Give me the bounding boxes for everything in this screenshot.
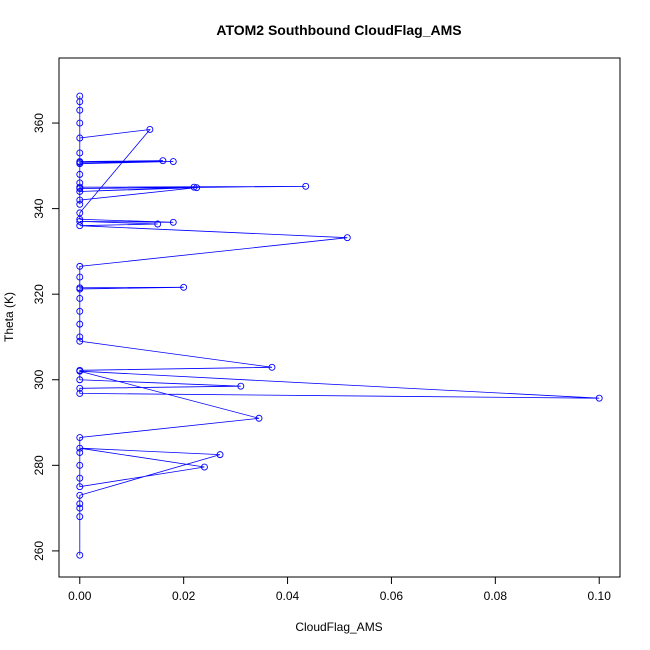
data-point (76, 170, 84, 178)
data-point (76, 160, 84, 168)
data-point (76, 504, 84, 512)
data-point (76, 119, 84, 127)
plot-box (58, 57, 621, 578)
data-point (302, 182, 310, 190)
data-point (76, 200, 84, 208)
data-point (76, 307, 84, 315)
data-point (76, 284, 84, 292)
x-tick-label: 0.04 (276, 589, 300, 603)
x-tick-label: 0.02 (172, 589, 196, 603)
data-point (76, 134, 84, 142)
data-point (76, 92, 84, 100)
data-point (76, 273, 84, 281)
data-point (76, 551, 84, 559)
y-tick-label: 260 (32, 541, 46, 561)
data-point (216, 451, 224, 459)
data-point (76, 337, 84, 345)
data-point (76, 474, 84, 482)
data-point (76, 188, 84, 195)
data-point (76, 461, 84, 469)
x-tick-label: 0.10 (588, 589, 612, 603)
data-point (76, 389, 84, 397)
data-point (76, 384, 84, 392)
data-point (76, 196, 84, 204)
data-point (169, 158, 177, 165)
chart-title: ATOM2 Southbound CloudFlag_AMS (216, 22, 461, 38)
data-point (76, 320, 84, 328)
data-point (76, 333, 84, 341)
y-tick-label: 340 (32, 198, 46, 218)
x-tick-label: 0.06 (380, 589, 404, 603)
data-point (76, 209, 84, 217)
data-point (76, 106, 84, 114)
data-point (76, 491, 84, 499)
y-tick-label: 300 (32, 369, 46, 389)
data-line (79, 96, 600, 556)
data-point (343, 234, 351, 242)
y-tick-label: 360 (32, 113, 46, 133)
data-point (76, 217, 84, 225)
data-point (268, 363, 276, 371)
data-point (255, 414, 263, 422)
data-point (76, 262, 84, 270)
data-point (76, 366, 84, 374)
data-point (76, 295, 84, 302)
data-point (76, 513, 84, 521)
data-point (76, 444, 84, 452)
data-point (76, 483, 84, 491)
data-point (159, 157, 167, 165)
data-point (76, 179, 84, 187)
data-point (595, 394, 603, 402)
data-point (169, 218, 177, 226)
data-point (190, 183, 198, 191)
data-point (76, 149, 84, 157)
y-tick-label: 280 (32, 455, 46, 475)
x-axis-label: CloudFlag_AMS (295, 620, 382, 634)
y-axis-label: Theta (K) (2, 292, 16, 342)
x-tick-label: 0.08 (484, 589, 508, 603)
x-tick-label: 0.00 (68, 589, 92, 603)
data-point (154, 220, 162, 228)
data-point (180, 283, 188, 291)
data-point (193, 184, 201, 192)
data-point (76, 449, 84, 456)
data-point (200, 463, 208, 471)
data-point (146, 126, 154, 133)
data-point (76, 434, 84, 441)
data-point (237, 382, 245, 390)
data-point (76, 500, 84, 508)
y-tick-label: 320 (32, 284, 46, 304)
data-point (76, 376, 84, 384)
